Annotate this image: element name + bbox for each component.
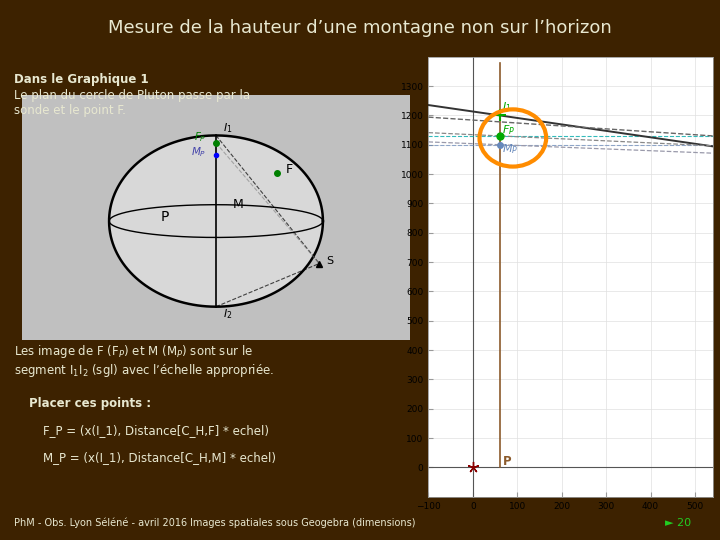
Text: S: S [327, 255, 333, 266]
Text: F: F [285, 163, 292, 176]
Text: F_P = (x(I_1), Distance[C_H,F] * echel): F_P = (x(I_1), Distance[C_H,F] * echel) [43, 424, 269, 437]
Text: Mesure de la hauteur d’une montagne non sur l’horizon: Mesure de la hauteur d’une montagne non … [108, 19, 612, 37]
Text: $I_1$: $I_1$ [502, 100, 512, 114]
Text: $I_1$: $I_1$ [223, 121, 233, 135]
Text: Les image de F (F$_P$) et M (M$_P$) sont sur le
segment I$_1$I$_2$ (sgl) avec l’: Les image de F (F$_P$) et M (M$_P$) sont… [14, 343, 274, 379]
Text: $F_P$: $F_P$ [502, 124, 516, 137]
Text: $F_P$: $F_P$ [194, 131, 207, 145]
Text: M: M [233, 198, 243, 212]
Text: Placer ces points :: Placer ces points : [29, 397, 151, 410]
Text: Dans le Graphique 1: Dans le Graphique 1 [14, 73, 149, 86]
Text: $I_2$: $I_2$ [223, 307, 233, 321]
Text: P: P [161, 210, 169, 224]
Text: PhM - Obs. Lyon Séléné - avril 2016: PhM - Obs. Lyon Séléné - avril 2016 [14, 518, 187, 529]
Text: $M_P$: $M_P$ [502, 142, 518, 156]
Polygon shape [109, 136, 323, 307]
Text: ► 20: ► 20 [665, 518, 691, 529]
Text: $M_P$: $M_P$ [191, 145, 207, 159]
Text: P: P [503, 455, 512, 468]
Text: Le plan du cercle de Pluton passe par la
sonde et le point F.: Le plan du cercle de Pluton passe par la… [14, 89, 251, 117]
Text: Images spatiales sous Geogebra (dimensions): Images spatiales sous Geogebra (dimensio… [189, 518, 415, 529]
FancyBboxPatch shape [22, 94, 410, 340]
Text: M_P = (x(I_1), Distance[C_H,M] * echel): M_P = (x(I_1), Distance[C_H,M] * echel) [43, 451, 276, 464]
